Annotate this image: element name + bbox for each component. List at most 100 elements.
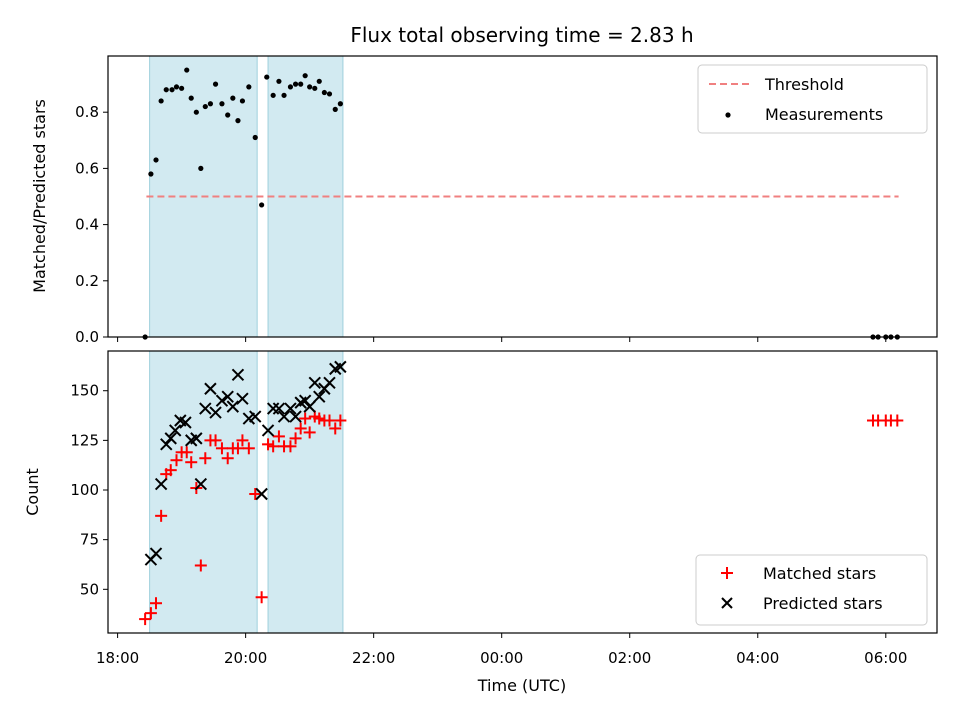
predicted-star-point xyxy=(261,424,275,437)
matched-star-point xyxy=(255,591,268,604)
measurement-point xyxy=(230,95,236,101)
matched-star-point xyxy=(209,434,222,447)
matched-star-point xyxy=(284,440,297,453)
measurement-point xyxy=(198,165,204,171)
top-x-ticks xyxy=(117,337,887,342)
legend-measurements-label: Measurements xyxy=(765,105,883,124)
matched-star-point xyxy=(303,426,316,439)
measurement-point xyxy=(184,67,190,73)
measurement-point xyxy=(193,109,199,115)
y-tick-label: 125 xyxy=(70,431,99,449)
measurement-point xyxy=(235,118,241,124)
legend-matched-label: Matched stars xyxy=(763,564,876,583)
y-tick-label: 100 xyxy=(70,481,99,499)
measurement-point xyxy=(270,92,276,98)
bottom-axes-frame xyxy=(107,350,938,634)
measurement-point xyxy=(298,81,304,87)
x-tick-label: 22:00 xyxy=(352,649,395,667)
matched-star-point xyxy=(215,442,228,455)
x-tick-label: 18:00 xyxy=(96,649,139,667)
predicted-star-point xyxy=(169,424,182,437)
predicted-star-point xyxy=(236,392,249,405)
measurement-point xyxy=(302,73,308,79)
matched-star-point xyxy=(194,559,207,572)
predicted-star-point xyxy=(190,432,203,445)
measurement-point xyxy=(292,81,299,87)
predicted-star-point xyxy=(323,376,336,389)
x-tick-label: 06:00 xyxy=(864,649,907,667)
measurement-point xyxy=(212,81,219,87)
bottom-y-axis-label: Count xyxy=(23,468,42,516)
matched-star-point xyxy=(262,438,275,451)
matched-star-point xyxy=(299,412,312,425)
y-tick-label: 50 xyxy=(80,580,99,598)
predicted-star-point xyxy=(303,400,316,413)
matched-star-point xyxy=(267,440,280,453)
predicted-star-point xyxy=(194,477,208,491)
matched-star-point xyxy=(334,414,347,427)
bottom-x-ticks: 18:00 20:00 22:00 00:00 02:00 04:00 06:00 xyxy=(96,633,907,667)
measurement-point xyxy=(281,92,287,98)
predicted-star-point xyxy=(272,402,286,415)
matched-star-point xyxy=(221,452,234,465)
bottom-legend-box xyxy=(695,554,928,626)
bottom-shaded-intervals xyxy=(149,350,344,634)
y-tick-label: 0.0 xyxy=(75,328,99,346)
measurement-point xyxy=(207,101,214,107)
legend-matched-swatch xyxy=(721,567,733,579)
chart-title: Flux total observing time = 2.83 h xyxy=(350,23,693,47)
measurement-point xyxy=(173,84,180,90)
predicted-star-point xyxy=(209,406,222,419)
matched-star-point xyxy=(323,414,336,427)
measurement-point xyxy=(158,98,164,104)
measurement-point xyxy=(153,157,159,163)
y-tick-label: 0.8 xyxy=(75,103,99,121)
predicted-star-point xyxy=(334,360,347,374)
predicted-star-point xyxy=(249,410,262,423)
matched-star-point xyxy=(180,446,193,459)
measurement-point xyxy=(148,171,154,177)
matched-star-point xyxy=(155,509,168,522)
predicted-star-point xyxy=(221,390,234,403)
measurement-point xyxy=(321,89,327,96)
x-tick-label: 02:00 xyxy=(608,649,651,667)
measurement-point xyxy=(276,78,282,84)
measurement-point xyxy=(163,87,169,93)
measurement-point xyxy=(259,202,265,208)
predicted-star-point xyxy=(308,376,321,389)
predicted-star-point xyxy=(204,382,217,395)
top-axes-frame xyxy=(107,55,938,338)
measurement-point xyxy=(264,74,270,80)
shaded-interval-0 xyxy=(149,350,258,634)
top-panel: 0.00.20.40.60.8 Matched/Predicted stars … xyxy=(30,55,938,346)
matched-star-point xyxy=(313,412,326,425)
legend-threshold-label: Threshold xyxy=(764,75,844,94)
x-tick-label: 00:00 xyxy=(480,649,523,667)
top-y-ticks: 0.0 0.2 0.4 0.6 0.8 xyxy=(75,103,108,346)
matched-star-point xyxy=(139,613,152,626)
predicted-star-point xyxy=(154,477,168,491)
predicted-star-point xyxy=(179,416,192,429)
predicted-star-point xyxy=(226,400,240,413)
measurement-point xyxy=(326,91,333,97)
y-tick-label: 75 xyxy=(80,531,99,549)
predicted-star-point xyxy=(164,432,177,445)
predicted-star-point xyxy=(298,394,312,407)
measurement-point xyxy=(239,98,246,104)
legend-predicted-label: Predicted stars xyxy=(763,594,883,613)
count-points xyxy=(139,360,904,626)
measurement-point xyxy=(332,106,338,112)
y-tick-label: 0.6 xyxy=(75,159,99,177)
measurement-point xyxy=(312,85,318,91)
predicted-star-point xyxy=(231,368,245,382)
matched-star-point xyxy=(272,430,285,443)
matched-star-point xyxy=(164,464,177,477)
matched-star-point xyxy=(891,414,904,427)
matched-star-point xyxy=(242,442,255,455)
matched-star-point xyxy=(294,422,307,435)
bottom-y-ticks: 50 75 100 125 150 xyxy=(70,382,108,598)
x-axis-label: Time (UTC) xyxy=(477,676,566,695)
y-tick-label: 0.4 xyxy=(75,216,99,234)
measurement-point xyxy=(225,112,231,118)
matched-star-point xyxy=(150,597,163,610)
